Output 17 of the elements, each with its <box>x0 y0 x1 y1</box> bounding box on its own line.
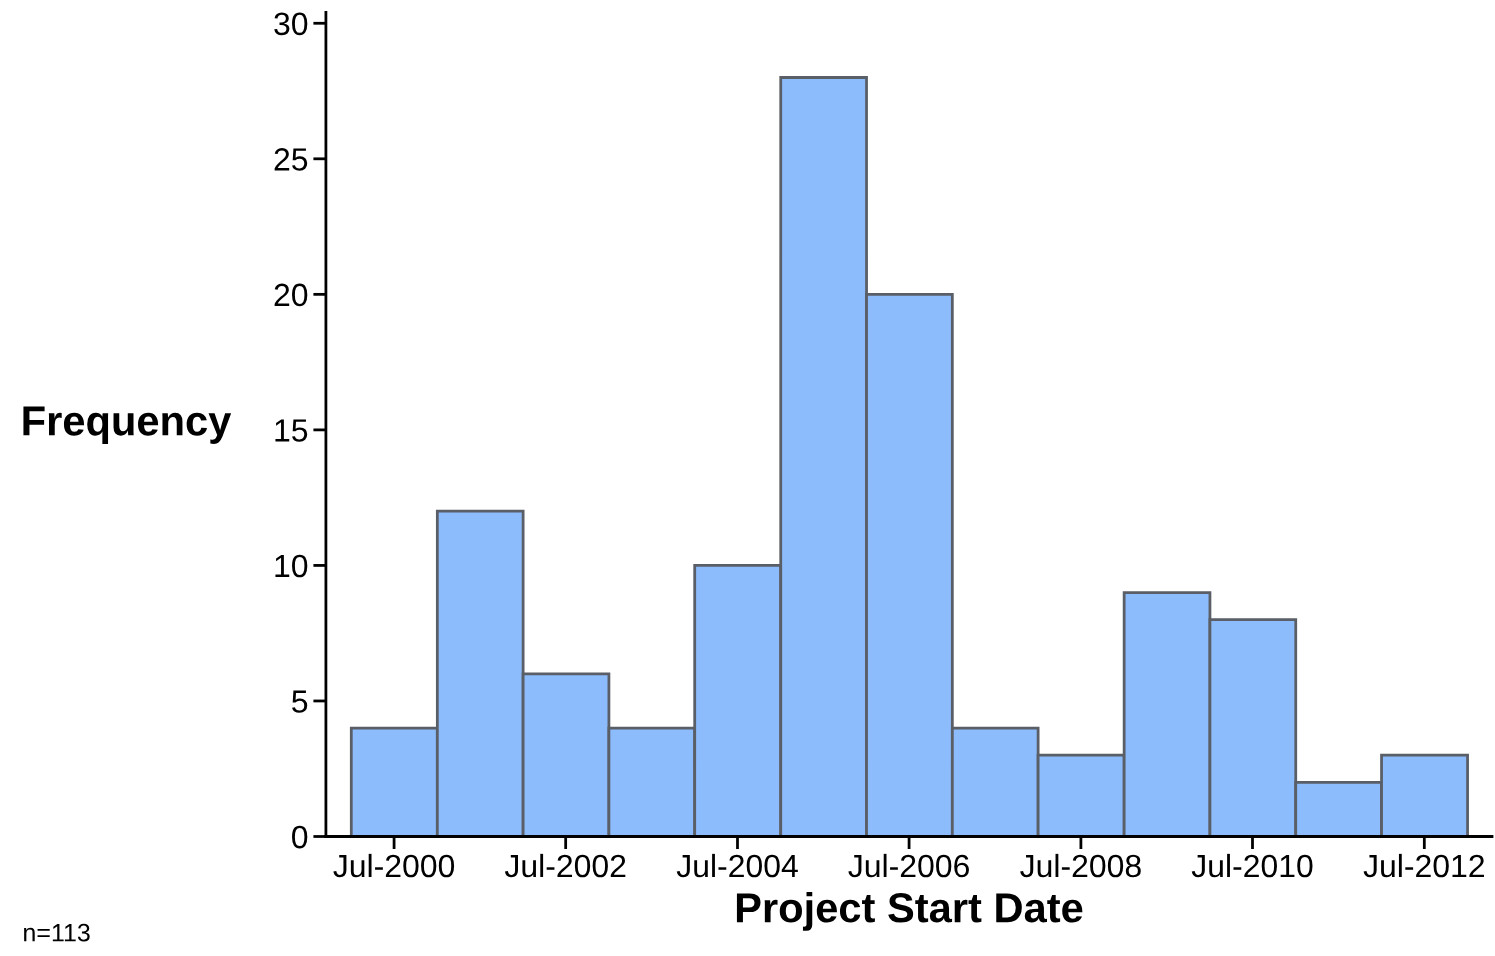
text: n=113 <box>24 923 90 942</box>
y-axis-title: Frequency <box>23 406 232 444</box>
y-tick-label: 30 <box>274 12 308 36</box>
x-tick-label: Jul-2000 <box>333 853 455 878</box>
x-tick-label: Jul-2004 <box>676 853 798 878</box>
y-tick-label: 5 <box>292 690 308 713</box>
y-tick-label: 20 <box>274 283 308 307</box>
y-tick-label: 15 <box>275 419 308 442</box>
x-tick-label: Jul-2008 <box>1020 853 1141 878</box>
x-tick-label: Jul-2002 <box>504 853 626 878</box>
y-tick-label: 10 <box>275 554 308 578</box>
x-tick-label: Jul-2010 <box>1191 853 1313 878</box>
x-axis-title: Project Start Date <box>736 891 1083 931</box>
y-tick-label: 25 <box>274 148 308 171</box>
x-tick-label: Jul-2006 <box>848 853 969 878</box>
y-tick-label: 0 <box>292 825 308 849</box>
x-tick-label: Jul-2012 <box>1363 853 1484 878</box>
